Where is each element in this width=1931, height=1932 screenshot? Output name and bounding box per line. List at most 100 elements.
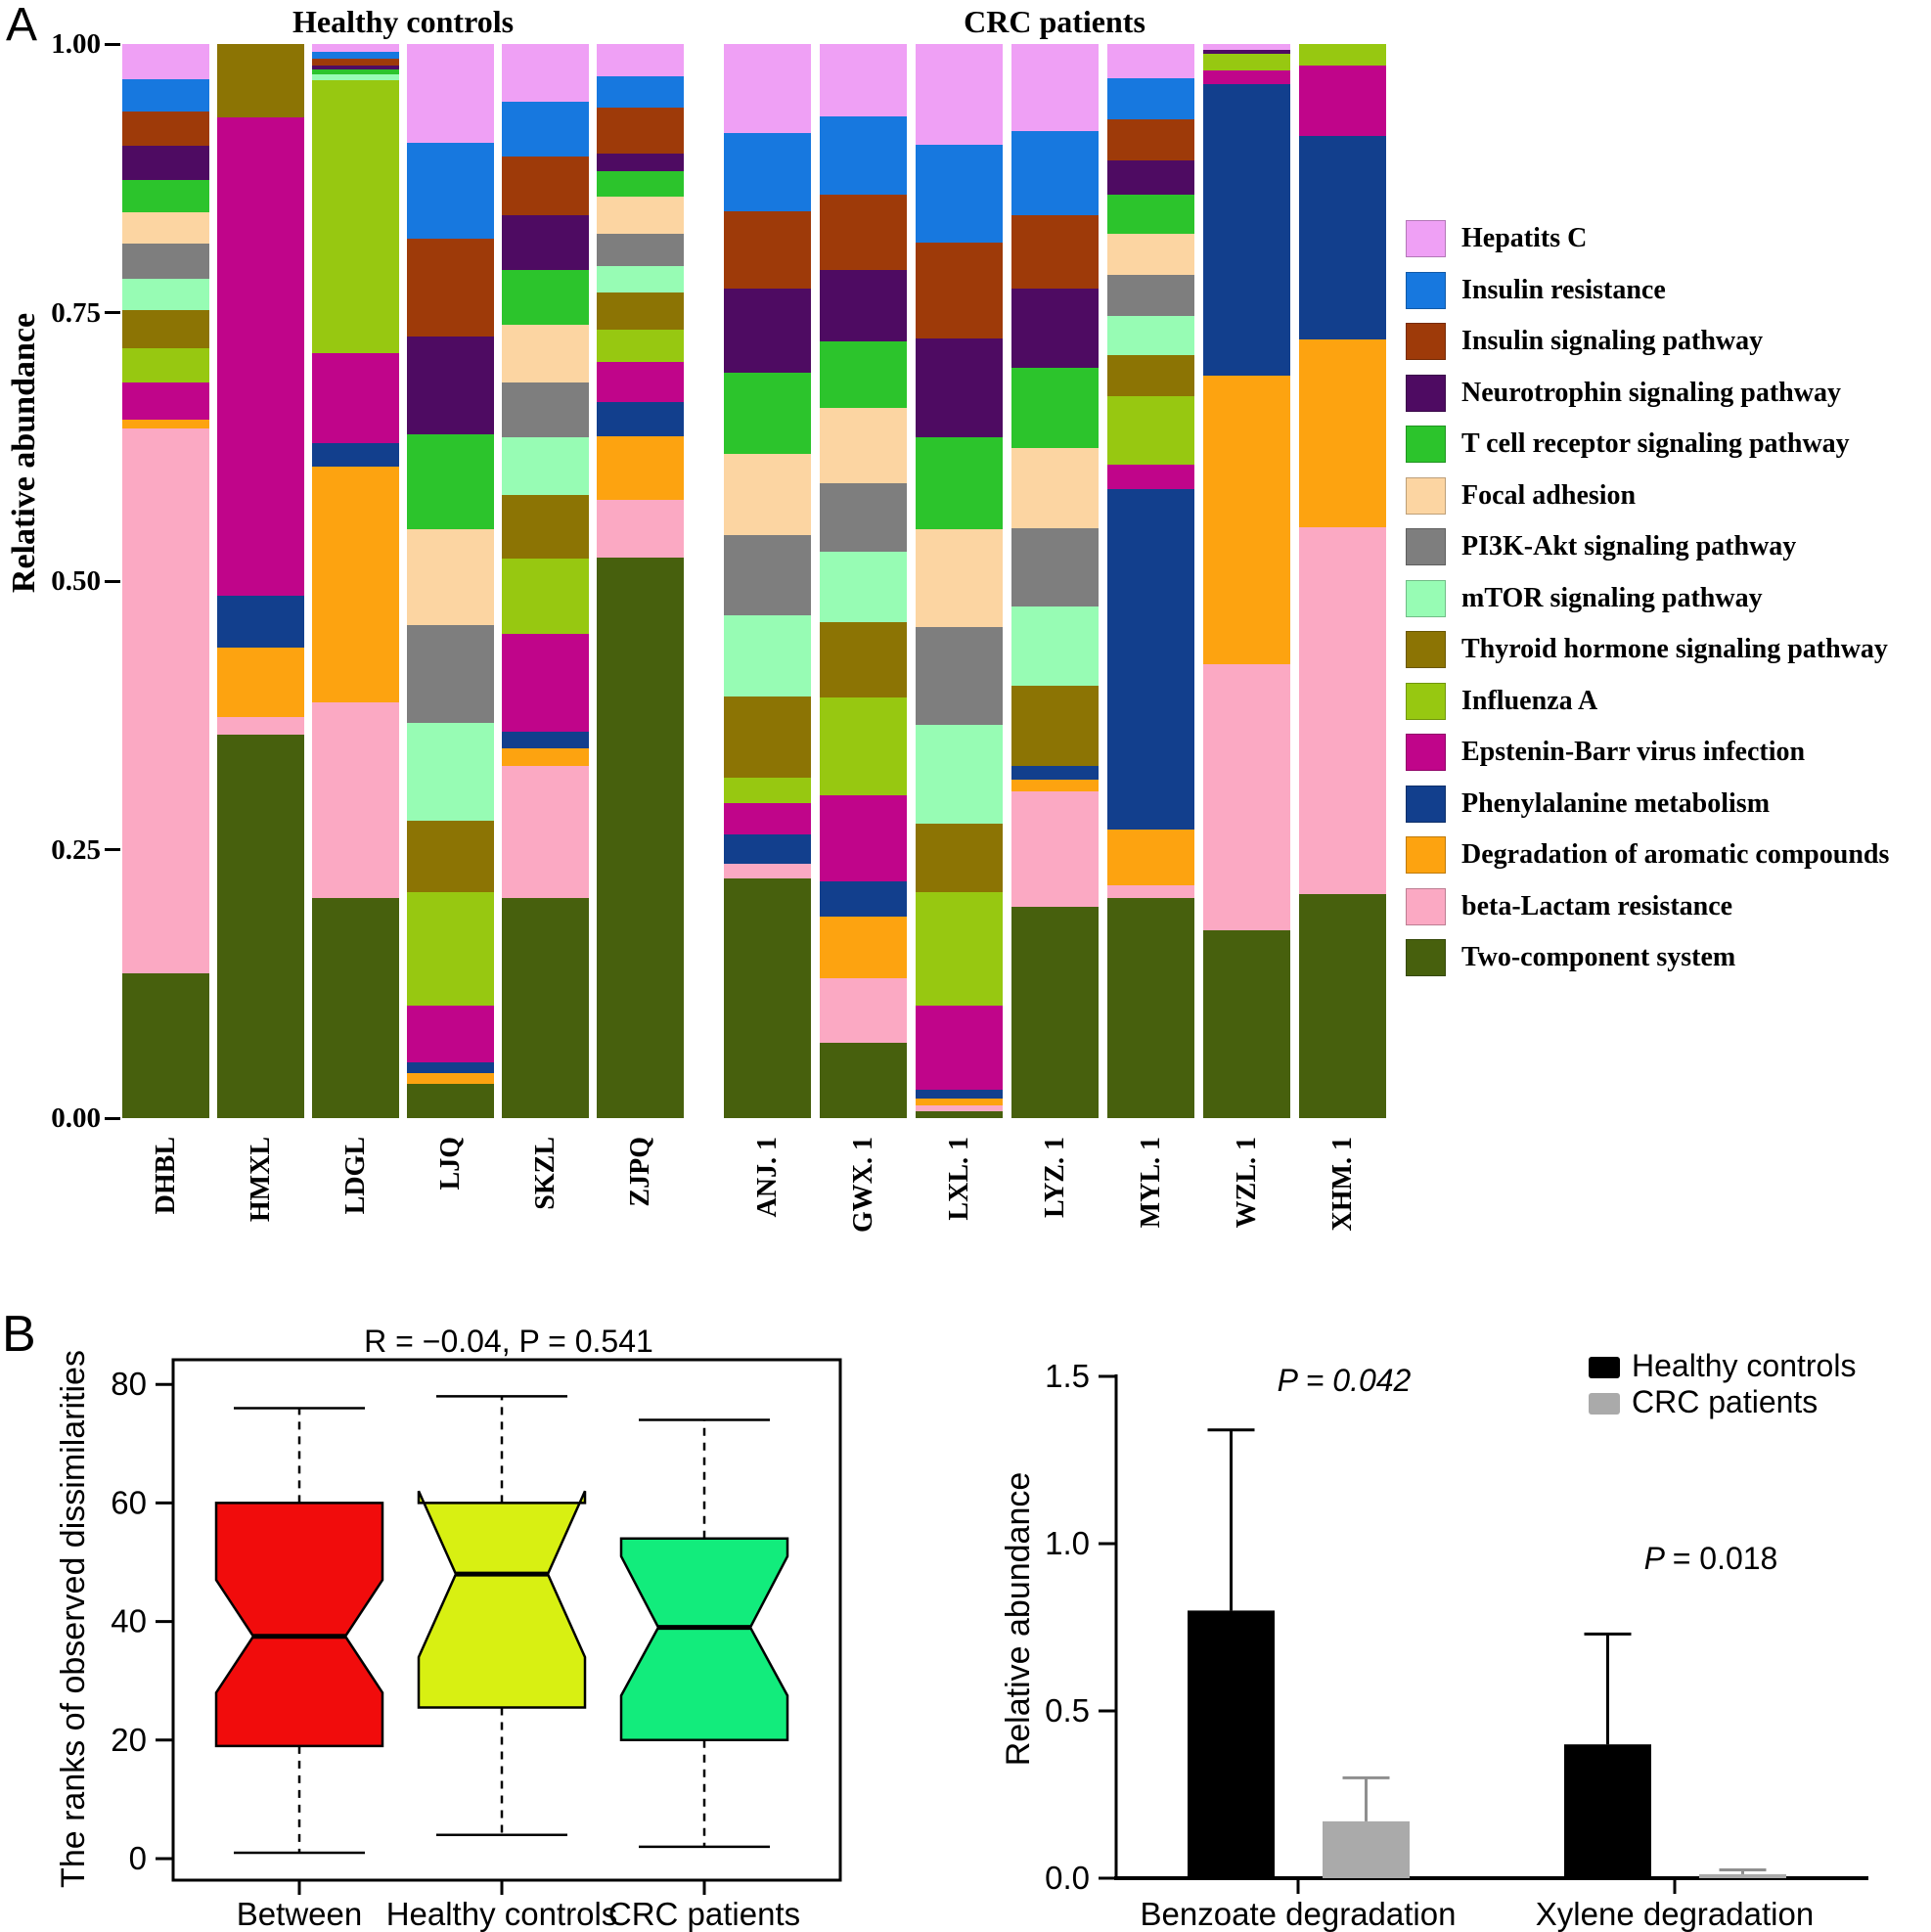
segment <box>724 44 811 134</box>
segment <box>916 1111 1003 1118</box>
boxplot-ytick-label: 20 <box>111 1722 147 1758</box>
panel-a-ylabel: Relative abundance <box>6 312 42 594</box>
segment <box>597 107 684 154</box>
legend-swatch <box>1406 939 1446 976</box>
segment <box>916 44 1003 146</box>
legend-label: Hepatits C <box>1461 223 1588 253</box>
segment <box>1203 44 1290 50</box>
segment <box>916 1090 1003 1100</box>
segment <box>312 702 399 898</box>
segment <box>502 324 589 382</box>
segment <box>820 621 907 697</box>
segment <box>1107 78 1194 119</box>
segment <box>916 337 1003 437</box>
group-title-healthy: Healthy controls <box>292 4 515 39</box>
legend-label: Phenylalanine metabolism <box>1461 787 1771 819</box>
sample-label: XHM. 1 <box>1326 1137 1358 1232</box>
segment <box>1107 44 1194 79</box>
notched-box <box>417 1490 587 1709</box>
stacked-bar-ldgl <box>312 44 399 1118</box>
segment <box>1107 118 1194 160</box>
segment <box>1203 663 1290 930</box>
segment <box>502 382 589 437</box>
segment <box>597 292 684 331</box>
segment <box>122 279 209 311</box>
segment <box>724 289 811 373</box>
segment <box>597 557 684 1118</box>
segment <box>724 534 811 616</box>
boxplot-category-label: CRC patients <box>608 1896 800 1932</box>
segment <box>1107 159 1194 195</box>
segment <box>1107 396 1194 466</box>
legend-swatch <box>1406 476 1446 515</box>
segment <box>502 436 589 496</box>
boxplot-title: R = −0.04, P = 0.541 <box>364 1324 653 1359</box>
segment <box>407 1083 494 1118</box>
segment <box>217 596 304 649</box>
segment <box>1107 884 1194 898</box>
segment <box>122 382 209 421</box>
segment <box>1107 488 1194 830</box>
sample-label: LXL. 1 <box>943 1137 974 1221</box>
barchart-legend-swatch <box>1589 1357 1620 1378</box>
legend-swatch <box>1406 579 1446 617</box>
y-tick-label: 0.50 <box>51 565 101 597</box>
legend-swatch <box>1406 323 1446 360</box>
segment <box>1299 65 1386 137</box>
segment <box>820 696 907 795</box>
segment <box>502 731 589 749</box>
segment <box>312 65 399 70</box>
segment <box>1107 234 1194 276</box>
segment <box>1011 906 1099 1118</box>
bar-healthy <box>1188 1610 1275 1878</box>
segment <box>407 44 494 144</box>
stacked-bar-xhm1 <box>1299 44 1386 1118</box>
legend-label: mTOR signaling pathway <box>1461 582 1763 613</box>
segment <box>820 881 907 917</box>
segment <box>724 777 811 804</box>
group-title-crc: CRC patients <box>964 4 1145 39</box>
sample-label: LJQ <box>434 1137 466 1191</box>
segment <box>724 863 811 879</box>
segment <box>312 443 399 467</box>
legend-label: PI3K-Akt signaling pathway <box>1461 531 1797 562</box>
segment <box>1203 376 1290 664</box>
barchart-ytick-label: 0.5 <box>1045 1692 1090 1729</box>
segment <box>217 44 304 117</box>
segment <box>1011 367 1099 448</box>
segment <box>1299 136 1386 339</box>
segment <box>724 834 811 864</box>
segment <box>724 878 811 1118</box>
segment <box>597 44 684 76</box>
segment <box>122 79 209 112</box>
segment <box>122 244 209 280</box>
panel-b-label: B <box>2 1306 36 1363</box>
segment <box>122 428 209 973</box>
segment <box>122 180 209 213</box>
segment <box>217 648 304 718</box>
segment <box>820 1043 907 1118</box>
segment <box>1011 607 1099 686</box>
segment <box>597 154 684 171</box>
segment <box>502 44 589 103</box>
y-tick-mark <box>105 579 120 583</box>
legend-label: Focal adhesion <box>1461 479 1637 511</box>
legend-label: Insulin signaling pathway <box>1461 326 1764 356</box>
segment <box>1299 44 1386 66</box>
legend-swatch <box>1406 682 1446 720</box>
segment <box>122 44 209 80</box>
segment <box>1203 83 1290 377</box>
legend-swatch <box>1406 785 1446 823</box>
segment <box>597 75 684 108</box>
legend-label: beta-Lactam resistance <box>1461 890 1733 921</box>
barchart-group-label: Benzoate degradation <box>1141 1896 1457 1932</box>
segment <box>916 436 1003 530</box>
stacked-bar-wzl1 <box>1203 44 1290 1118</box>
segment <box>820 794 907 882</box>
sample-label: LYZ. 1 <box>1039 1137 1070 1219</box>
legend-label: Thyroid hormone signaling pathway <box>1461 634 1888 664</box>
y-tick-mark <box>105 1116 120 1120</box>
sample-label: DHBL <box>150 1137 181 1215</box>
notched-box <box>619 1537 789 1742</box>
